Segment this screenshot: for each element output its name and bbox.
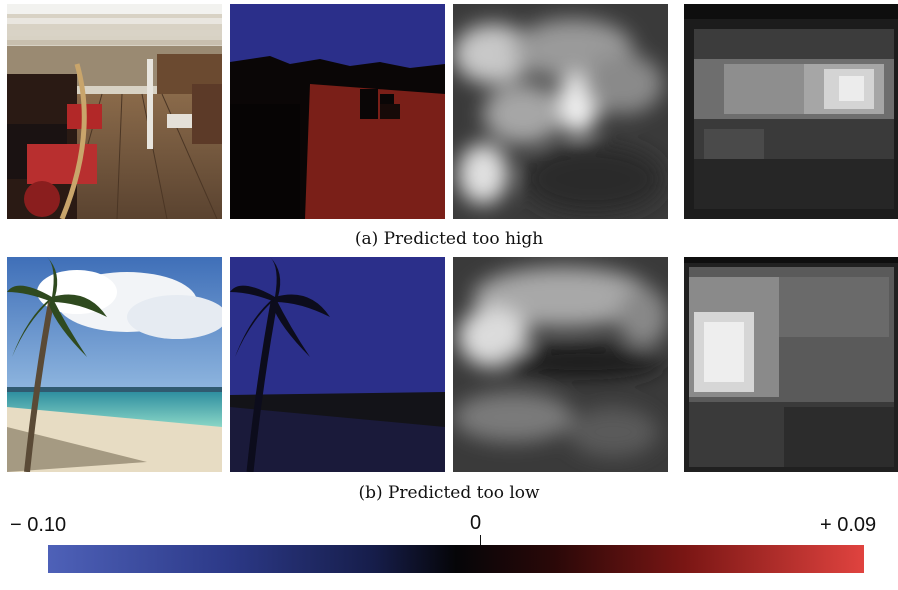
colorbar-zero-tick (480, 535, 481, 547)
ship-deck-photo (7, 4, 222, 219)
caption-predicted-too-low: (b) Predicted too low (358, 483, 540, 503)
caption-predicted-too-high: (a) Predicted too high (354, 229, 544, 249)
ship-deck-heatmap-coarse (684, 4, 898, 219)
ship-deck-heatmap-fine (453, 4, 668, 219)
beach-error-map (230, 257, 445, 472)
beach-heatmap-coarse (684, 257, 898, 472)
colorbar-min-label: − 0.10 (10, 514, 67, 536)
beach-heatmap-fine (453, 257, 668, 472)
beach-photo (7, 257, 222, 472)
colorbar (48, 545, 864, 573)
ship-deck-error-map (230, 4, 445, 219)
colorbar-max-label: + 0.09 (820, 514, 877, 536)
colorbar-mid-label: 0 (470, 512, 482, 534)
